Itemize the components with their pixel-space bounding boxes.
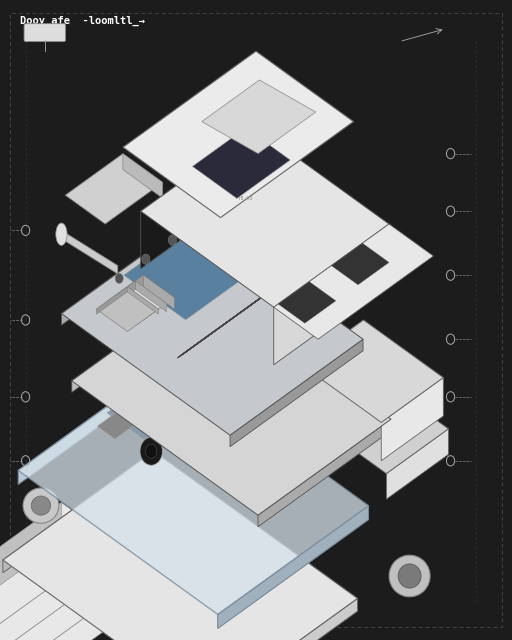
Polygon shape	[278, 282, 336, 323]
Polygon shape	[3, 451, 357, 640]
Polygon shape	[113, 399, 153, 428]
Polygon shape	[65, 154, 163, 224]
Polygon shape	[202, 80, 316, 154]
Polygon shape	[0, 502, 115, 637]
Ellipse shape	[31, 496, 51, 515]
Polygon shape	[123, 154, 163, 198]
Polygon shape	[96, 287, 127, 314]
Text: HI:VO: HI:VO	[239, 196, 253, 201]
Circle shape	[145, 444, 157, 458]
Polygon shape	[218, 506, 369, 628]
Polygon shape	[387, 429, 449, 499]
Polygon shape	[61, 218, 363, 435]
Text: Dooy afe  -loomltl_→: Dooy afe -loomltl_→	[20, 16, 145, 26]
Polygon shape	[381, 378, 443, 461]
Polygon shape	[274, 224, 433, 339]
Circle shape	[115, 273, 123, 284]
Circle shape	[168, 235, 177, 245]
Polygon shape	[135, 281, 166, 312]
Polygon shape	[123, 51, 354, 218]
Polygon shape	[193, 128, 290, 198]
FancyBboxPatch shape	[24, 24, 66, 42]
Polygon shape	[230, 339, 363, 447]
Polygon shape	[302, 320, 364, 403]
Polygon shape	[107, 374, 200, 442]
Polygon shape	[72, 285, 205, 392]
Polygon shape	[61, 218, 195, 325]
Polygon shape	[307, 371, 369, 442]
Polygon shape	[104, 281, 135, 312]
Polygon shape	[112, 275, 175, 320]
Polygon shape	[127, 287, 158, 314]
Polygon shape	[0, 515, 82, 640]
Polygon shape	[207, 598, 357, 640]
Ellipse shape	[23, 488, 59, 524]
Polygon shape	[141, 128, 256, 269]
Polygon shape	[0, 541, 176, 640]
Polygon shape	[129, 387, 169, 416]
Polygon shape	[96, 287, 158, 332]
Circle shape	[142, 254, 150, 264]
Polygon shape	[123, 227, 252, 320]
Polygon shape	[61, 230, 118, 274]
Polygon shape	[0, 528, 156, 640]
Ellipse shape	[398, 564, 421, 588]
Polygon shape	[3, 451, 154, 573]
Polygon shape	[112, 275, 143, 309]
Polygon shape	[143, 275, 175, 309]
Polygon shape	[104, 281, 166, 326]
Polygon shape	[72, 285, 391, 515]
Polygon shape	[0, 528, 102, 640]
Ellipse shape	[56, 223, 67, 246]
Polygon shape	[141, 128, 389, 307]
Polygon shape	[0, 541, 123, 640]
Polygon shape	[331, 243, 389, 285]
Polygon shape	[302, 320, 443, 422]
Polygon shape	[18, 362, 169, 484]
Polygon shape	[0, 515, 135, 640]
Polygon shape	[18, 362, 369, 614]
Polygon shape	[0, 502, 61, 637]
Circle shape	[140, 437, 162, 465]
Polygon shape	[258, 419, 391, 527]
Ellipse shape	[389, 556, 430, 596]
Polygon shape	[274, 224, 389, 365]
Polygon shape	[97, 410, 137, 439]
Polygon shape	[307, 371, 449, 474]
